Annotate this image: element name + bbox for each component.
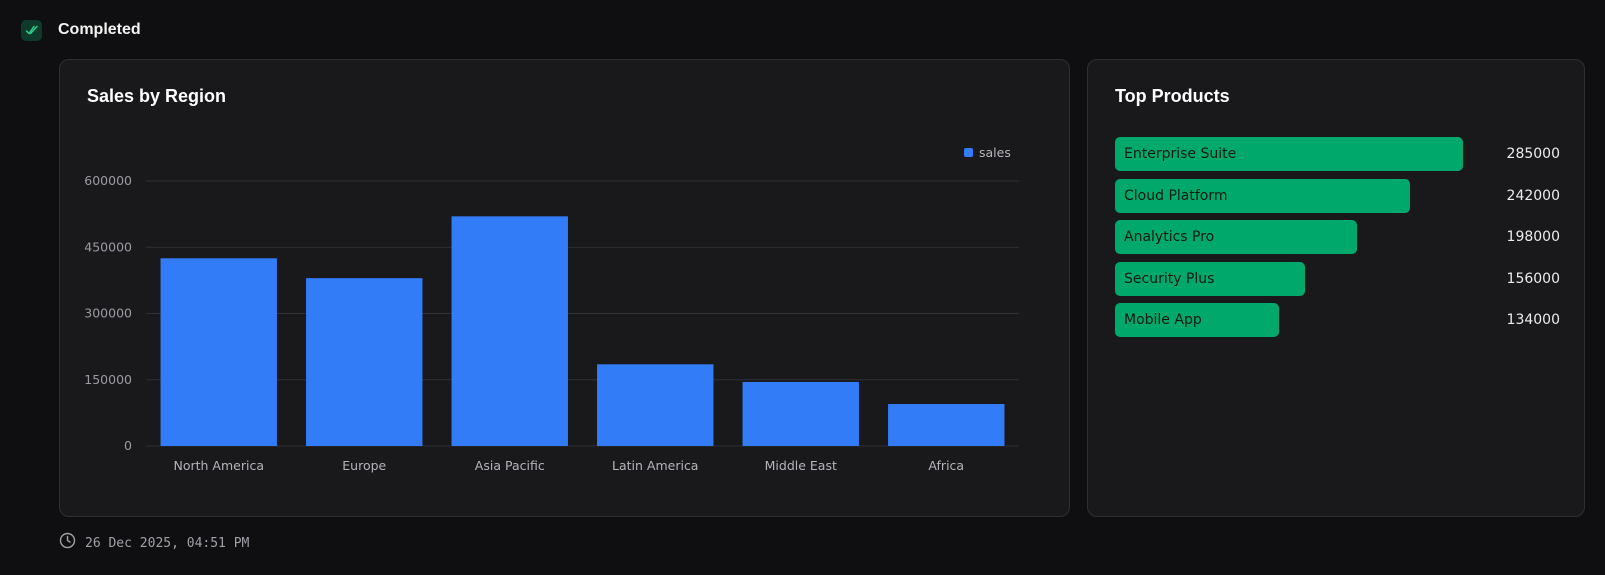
product-name: Enterprise Suite	[1124, 146, 1237, 162]
timestamp-text: 26 Dec 2025, 04:51 PM	[85, 535, 250, 551]
x-category-label: North America	[174, 458, 265, 473]
y-tick-label: 600000	[84, 173, 132, 188]
y-tick-label: 150000	[84, 372, 132, 387]
product-bar	[1115, 261, 1306, 296]
product-name: Cloud Platform	[1124, 187, 1228, 204]
bar-north-america	[160, 258, 277, 446]
y-tick-label: 300000	[84, 306, 132, 321]
top-products-list: Enterprise Suite 285000 Cloud Platform 2420…	[1115, 137, 1560, 345]
product-row: Enterprise Suite 285000	[1115, 137, 1560, 171]
status-row: Completed	[21, 19, 141, 41]
product-value: 198000	[1506, 229, 1560, 245]
top-products-card: Top Products Enterprise Suite 285000 Cloud…	[1087, 59, 1585, 517]
bar-latin-america	[597, 364, 714, 446]
product-value: 134000	[1506, 312, 1560, 328]
product-bar	[1115, 220, 1357, 254]
y-tick-label: 450000	[84, 239, 132, 254]
sales-by-region-card: Sales by Region 0 150000 300000 450000 60000…	[59, 59, 1070, 517]
sales-chart-title: Sales by Region	[87, 86, 227, 106]
product-row: Analytics Pro 198000	[1115, 220, 1560, 254]
double-check-icon	[21, 19, 42, 41]
product-row: Cloud Platform 242000	[1115, 178, 1560, 213]
product-bar	[1115, 178, 1411, 213]
product-row: Mobile App 134000	[1115, 303, 1560, 337]
product-name: Mobile App	[1124, 312, 1202, 328]
bar-asia-pacific	[451, 216, 568, 446]
legend-swatch	[964, 148, 973, 157]
x-category-label: Africa	[928, 458, 964, 473]
product-value: 156000	[1506, 270, 1560, 287]
x-category-label: Middle East	[765, 458, 837, 473]
x-category-label: Asia Pacific	[475, 458, 545, 473]
legend-label: sales	[979, 145, 1011, 160]
clock-icon	[59, 532, 76, 554]
bar-europe	[306, 278, 423, 446]
product-value: 242000	[1506, 187, 1560, 204]
bar-middle-east	[742, 381, 859, 446]
product-name: Analytics Pro	[1124, 229, 1215, 245]
x-category-label: Latin America	[612, 458, 698, 473]
bar-africa	[888, 404, 1005, 446]
product-row: Security Plus 156000	[1115, 261, 1560, 296]
status-label: Completed	[58, 21, 141, 38]
product-value: 285000	[1506, 146, 1560, 162]
x-category-label: Europe	[342, 458, 386, 473]
products-chart-title: Top Products	[1115, 86, 1230, 106]
product-bar	[1115, 137, 1463, 171]
sales-bar-chart: 0 150000 300000 450000 600000 North America Eu…	[84, 145, 1019, 473]
y-tick-label: 0	[124, 438, 132, 453]
product-name: Security Plus	[1124, 270, 1215, 287]
timestamp-row: 26 Dec 2025, 04:51 PM	[59, 532, 250, 554]
product-bar	[1115, 303, 1279, 337]
